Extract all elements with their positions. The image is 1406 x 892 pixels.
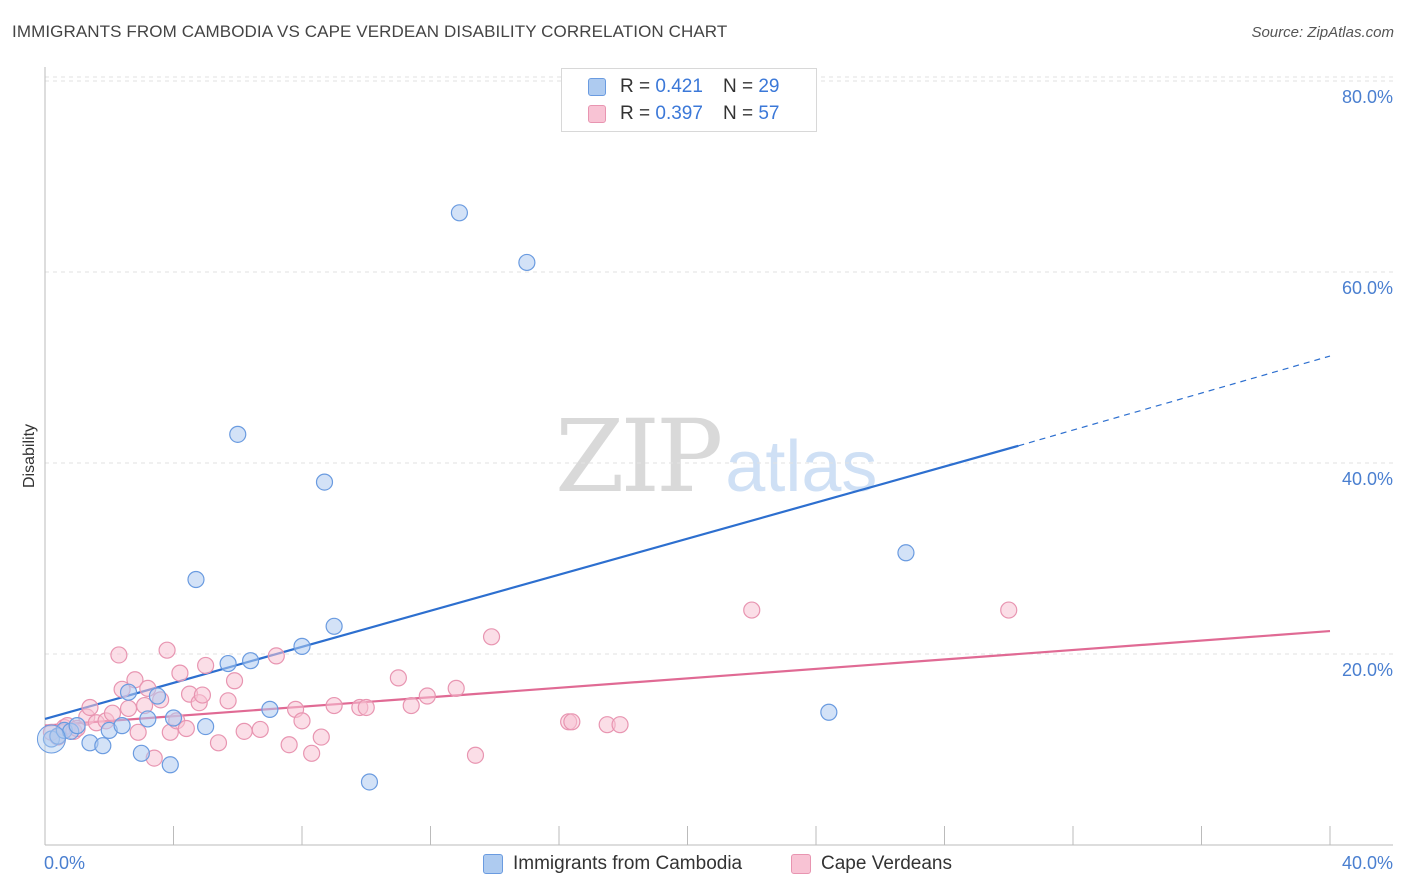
legend-r-value: 0.397	[655, 103, 703, 124]
legend-swatch-cambodia	[588, 78, 606, 96]
data-point	[197, 717, 215, 736]
data-point	[518, 253, 536, 272]
data-point	[466, 746, 485, 764]
y-axis-label: Disability	[21, 424, 38, 488]
grid-lines	[45, 76, 1393, 655]
y-tick-label: 80.0%	[1342, 87, 1393, 107]
data-point	[103, 704, 122, 722]
data-points	[36, 204, 1018, 791]
data-point	[897, 544, 915, 562]
data-point	[315, 473, 334, 491]
data-point	[312, 728, 330, 746]
correlation-legend: R = 0.421 N = 29 R = 0.397 N = 57	[561, 68, 817, 132]
data-point	[267, 647, 285, 665]
data-point	[360, 773, 379, 791]
data-point	[148, 687, 167, 705]
chart-title: IMMIGRANTS FROM CAMBODIA VS CAPE VERDEAN…	[12, 22, 728, 41]
legend-r-label: R =	[620, 76, 651, 97]
axes	[44, 67, 1393, 846]
trend-line-extension-0	[1018, 355, 1331, 447]
data-point	[280, 736, 298, 754]
legend-n-label: N =	[722, 76, 754, 97]
data-point	[193, 686, 212, 704]
data-point	[139, 710, 157, 728]
legend-n-label: N =	[722, 103, 754, 124]
data-point-large	[36, 724, 66, 754]
watermark-atlas: atlas	[725, 427, 878, 507]
legend-row-cape-verdean: R = 0.397 N = 57	[588, 101, 779, 127]
bottom-legend-cape-verdean: Cape Verdeans	[791, 852, 952, 876]
data-point	[450, 204, 469, 222]
data-point	[251, 720, 269, 739]
data-point	[113, 717, 131, 735]
watermark: ZIPatlas	[555, 398, 877, 515]
y-tick-label: 40.0%	[1342, 469, 1393, 489]
source-label: Source: ZipAtlas.com	[1251, 24, 1394, 41]
data-point	[1000, 601, 1018, 619]
legend-swatch-cape-verdean	[588, 105, 606, 123]
data-point	[389, 669, 407, 687]
y-tick-label: 60.0%	[1342, 278, 1393, 298]
data-point	[447, 679, 465, 697]
watermark-zip: ZIP	[555, 398, 723, 515]
data-point	[197, 656, 215, 675]
data-point	[482, 628, 501, 646]
data-point	[119, 699, 138, 718]
tick-labels: 20.0% 40.0% 60.0% 80.0% 0.0% 40.0%	[44, 87, 1393, 873]
data-point	[293, 712, 311, 730]
data-point	[225, 672, 244, 690]
x-tick-label: 0.0%	[44, 853, 85, 873]
bottom-legend-label-cambodia: Immigrants from Cambodia	[513, 853, 743, 874]
data-point	[242, 652, 260, 670]
data-point	[132, 744, 150, 762]
data-point	[219, 654, 237, 673]
bottom-legend-cambodia: Immigrants from Cambodia	[483, 852, 742, 876]
data-point	[303, 744, 321, 762]
data-point	[158, 641, 176, 659]
data-point	[129, 723, 147, 741]
data-point	[81, 698, 99, 717]
data-point	[94, 737, 112, 755]
data-point	[402, 696, 420, 715]
data-point	[563, 713, 581, 731]
data-point	[229, 425, 247, 443]
legend-n-value: 57	[758, 103, 780, 124]
data-point	[68, 717, 86, 735]
y-tick-label: 20.0%	[1342, 660, 1393, 680]
bottom-legend-swatch-cape-verdean	[791, 854, 811, 874]
legend-n-value: 29	[758, 76, 780, 97]
data-point	[110, 646, 128, 664]
data-point	[187, 570, 205, 589]
bottom-legend-swatch-cambodia	[483, 854, 503, 874]
data-point	[611, 716, 629, 734]
data-point	[235, 722, 253, 740]
data-point	[418, 687, 436, 705]
x-tick-label: 40.0%	[1342, 853, 1393, 873]
bottom-legend-label-cape-verdean: Cape Verdeans	[821, 853, 952, 874]
trend-lines	[44, 355, 1331, 727]
data-point	[325, 696, 343, 715]
data-point	[171, 664, 189, 682]
data-point	[743, 601, 761, 619]
trend-line-1	[44, 629, 1331, 727]
data-point	[325, 617, 343, 635]
data-point	[177, 719, 195, 738]
data-point	[293, 637, 311, 655]
data-point	[209, 734, 228, 752]
data-point	[161, 756, 179, 774]
data-point	[261, 700, 279, 718]
legend-r-value: 0.421	[655, 76, 703, 97]
legend-r-label: R =	[620, 103, 651, 124]
data-point	[164, 709, 183, 727]
data-point	[357, 698, 375, 717]
data-point	[119, 683, 138, 701]
data-point	[219, 692, 237, 710]
legend-row-cambodia: R = 0.421 N = 29	[588, 74, 779, 100]
data-point	[820, 703, 838, 721]
